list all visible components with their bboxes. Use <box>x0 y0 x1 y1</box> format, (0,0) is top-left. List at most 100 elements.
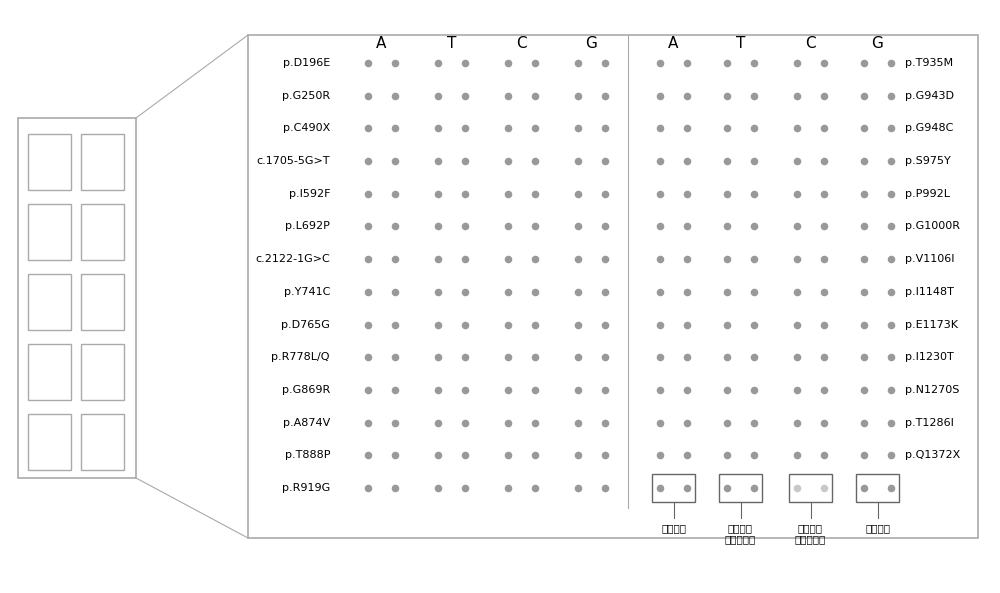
Point <box>816 157 832 166</box>
Point <box>387 222 403 231</box>
Point <box>500 254 516 264</box>
Point <box>360 352 376 362</box>
Point <box>746 287 762 296</box>
Point <box>679 352 695 362</box>
Point <box>597 483 613 493</box>
Point <box>597 157 613 166</box>
Point <box>430 385 446 395</box>
Text: p.T1286I: p.T1286I <box>905 417 954 428</box>
Point <box>816 222 832 231</box>
Point <box>527 483 543 493</box>
Point <box>430 418 446 428</box>
Bar <box>789 474 832 502</box>
Point <box>570 124 586 133</box>
Point <box>430 287 446 296</box>
Point <box>816 418 832 428</box>
Point <box>570 287 586 296</box>
Point <box>856 91 872 100</box>
Point <box>500 287 516 296</box>
Point <box>500 91 516 100</box>
Point <box>789 189 805 199</box>
Point <box>360 451 376 460</box>
Point <box>679 483 695 493</box>
Point <box>430 483 446 493</box>
Point <box>652 287 668 296</box>
Text: 阴性对照
（点样液）: 阴性对照 （点样液） <box>725 523 756 544</box>
Point <box>360 189 376 199</box>
Point <box>746 451 762 460</box>
Point <box>883 58 899 68</box>
Bar <box>18 118 136 478</box>
Point <box>570 58 586 68</box>
Point <box>597 58 613 68</box>
Point <box>360 385 376 395</box>
Point <box>387 385 403 395</box>
Point <box>856 352 872 362</box>
Bar <box>28 274 71 330</box>
Point <box>679 418 695 428</box>
Point <box>746 157 762 166</box>
Text: p.Y741C: p.Y741C <box>284 287 330 297</box>
Text: p.Q1372X: p.Q1372X <box>905 450 960 460</box>
Text: G: G <box>586 36 597 50</box>
Point <box>746 385 762 395</box>
Point <box>360 157 376 166</box>
Point <box>500 320 516 329</box>
Point <box>457 287 473 296</box>
Point <box>527 222 543 231</box>
Point <box>789 451 805 460</box>
Point <box>527 254 543 264</box>
Point <box>719 189 735 199</box>
Text: p.G948C: p.G948C <box>905 123 953 133</box>
Point <box>679 222 695 231</box>
Point <box>789 254 805 264</box>
Point <box>387 287 403 296</box>
Point <box>883 483 899 493</box>
Point <box>816 124 832 133</box>
Point <box>527 320 543 329</box>
Point <box>597 352 613 362</box>
Point <box>883 91 899 100</box>
Text: T: T <box>736 36 745 50</box>
Text: 阴性对照
（双蜤水）: 阴性对照 （双蜤水） <box>795 523 826 544</box>
Point <box>500 418 516 428</box>
Bar <box>28 414 71 470</box>
Point <box>816 352 832 362</box>
Point <box>430 222 446 231</box>
Point <box>856 124 872 133</box>
Text: p.D765G: p.D765G <box>281 320 330 330</box>
Point <box>789 320 805 329</box>
Point <box>816 385 832 395</box>
Point <box>856 451 872 460</box>
Point <box>883 157 899 166</box>
Point <box>679 189 695 199</box>
Text: 阳性对照: 阳性对照 <box>661 523 686 533</box>
Text: p.R778L/Q: p.R778L/Q <box>272 352 330 362</box>
Text: p.G943D: p.G943D <box>905 91 954 101</box>
Point <box>500 189 516 199</box>
Text: p.P992L: p.P992L <box>905 189 950 199</box>
Point <box>883 254 899 264</box>
Point <box>570 418 586 428</box>
Point <box>883 385 899 395</box>
Point <box>746 483 762 493</box>
Point <box>457 91 473 100</box>
Point <box>719 157 735 166</box>
Point <box>570 157 586 166</box>
Bar <box>719 474 762 502</box>
Point <box>816 287 832 296</box>
Point <box>597 222 613 231</box>
Point <box>457 254 473 264</box>
Point <box>387 254 403 264</box>
Point <box>883 222 899 231</box>
Point <box>387 451 403 460</box>
Point <box>719 58 735 68</box>
Point <box>679 157 695 166</box>
Point <box>457 58 473 68</box>
Point <box>652 222 668 231</box>
Point <box>652 58 668 68</box>
Point <box>570 91 586 100</box>
Point <box>746 418 762 428</box>
Point <box>430 124 446 133</box>
Point <box>789 157 805 166</box>
